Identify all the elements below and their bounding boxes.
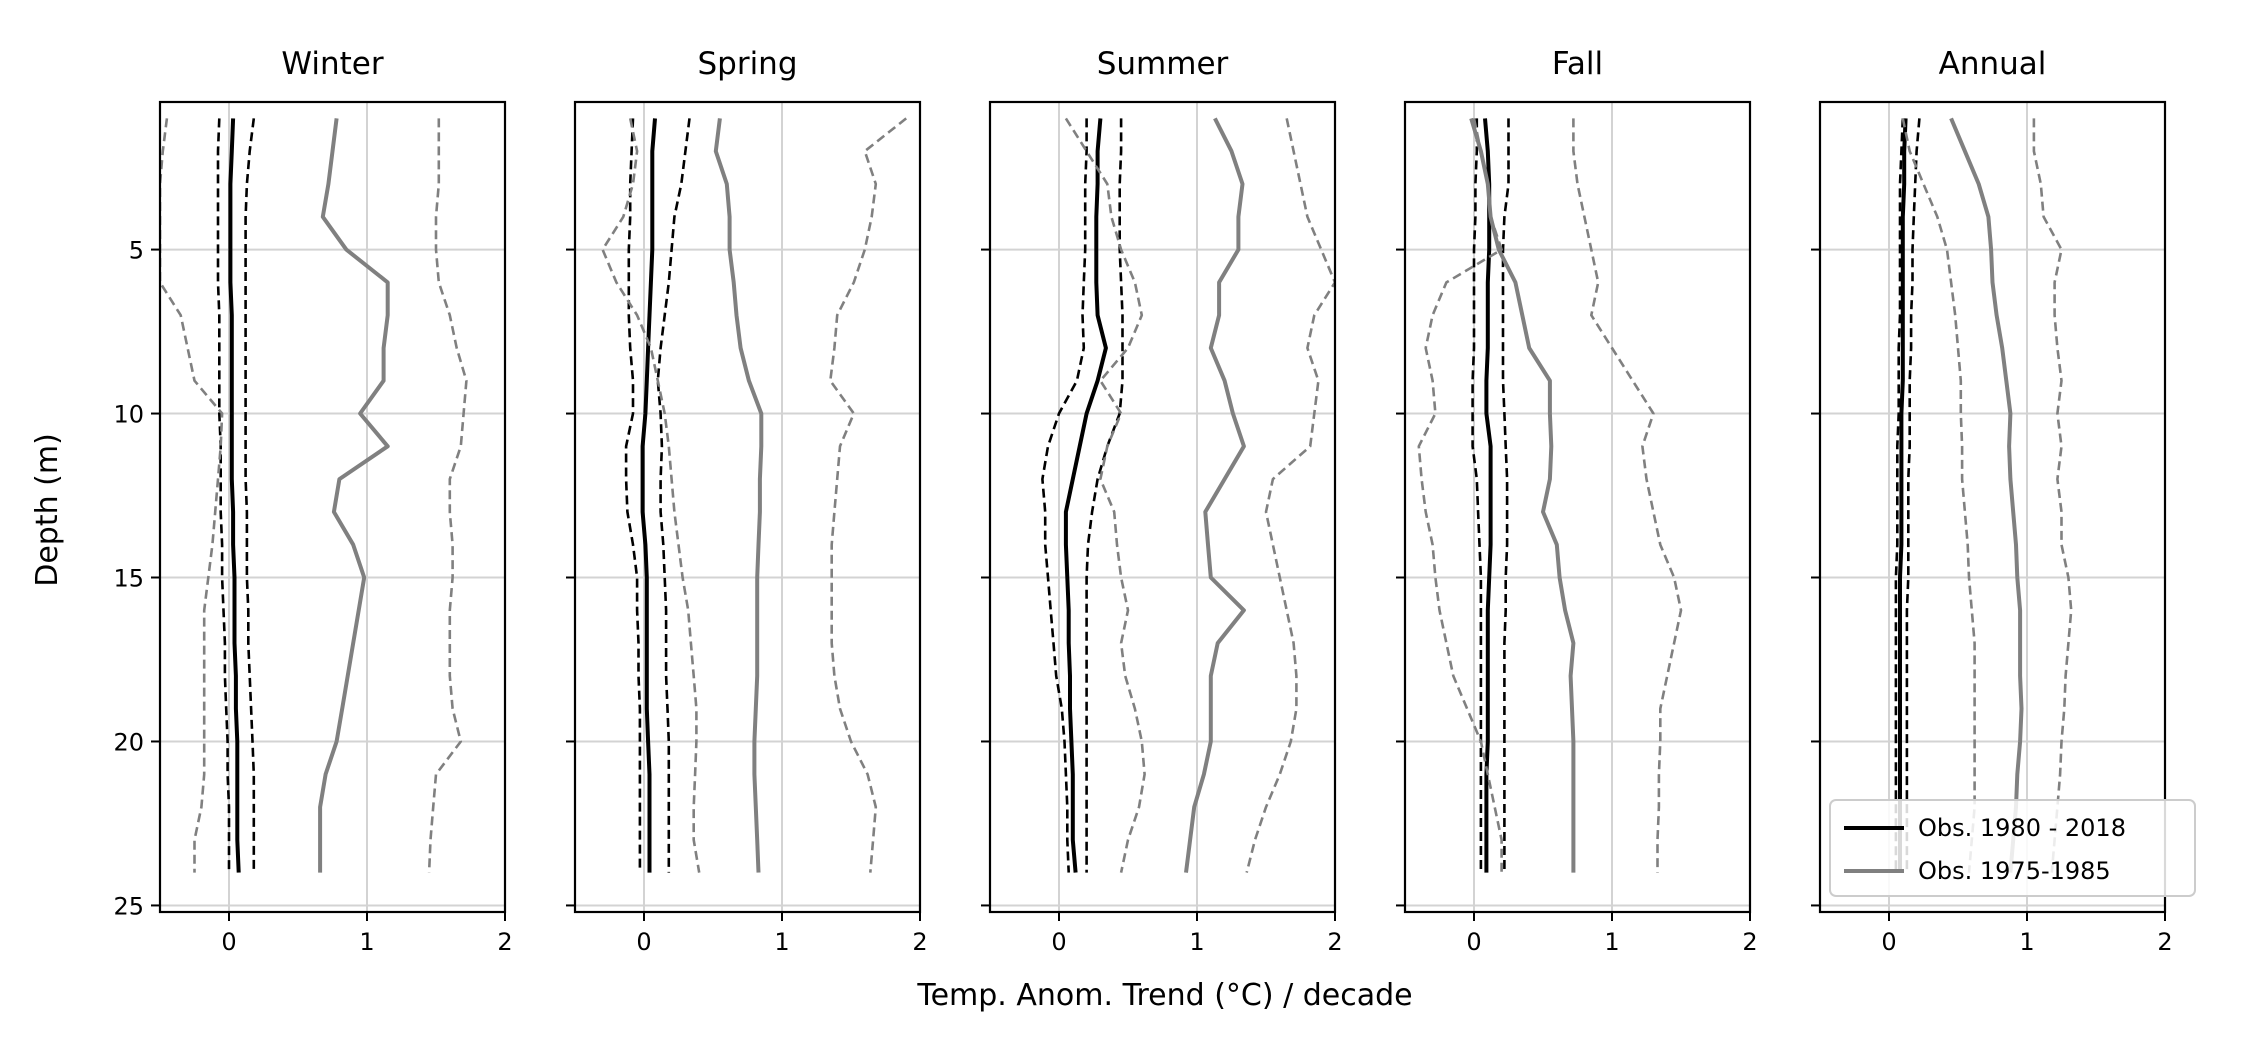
series-line-2 (1905, 118, 1921, 873)
series-line-0 (228, 118, 241, 873)
series-group (1041, 117, 1335, 873)
legend-label: Obs. 1975-1985 (1918, 857, 2111, 885)
series-line-1 (216, 118, 231, 873)
series-line-5 (1572, 118, 1683, 873)
y-axis-label: Depth (m) (30, 433, 65, 587)
series-line-1 (1041, 118, 1088, 873)
x-tick-label: 1 (2019, 928, 2034, 956)
x-tick-label: 2 (912, 928, 927, 956)
series-line-5 (828, 117, 908, 873)
series-line-3 (1184, 117, 1246, 873)
series-line-2 (656, 118, 691, 873)
series-line-3 (1469, 117, 1576, 873)
series-group (1417, 117, 1683, 873)
panel-annual: 0 1 2 Annual (1811, 46, 2173, 956)
series-group (160, 118, 468, 873)
series-group (1894, 117, 2073, 873)
y-tick-label: 15 (113, 565, 144, 593)
series-line-5 (427, 118, 468, 873)
series-line-4 (1064, 117, 1146, 873)
series-line-3 (318, 118, 390, 873)
y-tick-label: 10 (113, 401, 144, 429)
y-tick-label: 25 (113, 892, 144, 920)
panel-title: Summer (1097, 46, 1229, 82)
series-line-5 (2032, 118, 2073, 873)
panel-frame (158, 100, 507, 914)
legend-label: Obs. 1980 - 2018 (1918, 814, 2126, 842)
x-tick-label: 2 (1327, 928, 1342, 956)
series-line-4 (160, 118, 224, 873)
x-tick-label: 1 (1604, 928, 1619, 956)
series-line-1 (624, 118, 642, 873)
legend: Obs. 1980 - 2018 Obs. 1975-1985 (1829, 799, 2196, 897)
x-tick-label: 0 (1881, 928, 1896, 956)
x-axis-label: Temp. Anom. Trend (°C) / decade (916, 978, 1412, 1013)
series-line-0 (1898, 118, 1908, 873)
series-line-0 (1483, 118, 1493, 873)
y-tick-label: 20 (113, 728, 144, 756)
series-line-2 (1501, 118, 1510, 873)
series-line-4 (1417, 118, 1503, 873)
series-line-0 (640, 118, 657, 873)
x-tick-label: 1 (1189, 928, 1204, 956)
x-tick-label: 1 (774, 928, 789, 956)
x-tick-label: 1 (359, 928, 374, 956)
x-tick-label: 0 (221, 928, 236, 956)
panel-frame (573, 100, 922, 914)
x-tick-label: 0 (636, 928, 651, 956)
panel-fall: 0 1 2 Fall (1396, 46, 1758, 956)
x-tick-label: 0 (1051, 928, 1066, 956)
panel-title: Annual (1939, 46, 2047, 82)
series-group (601, 117, 908, 873)
series-line-2 (1085, 118, 1124, 873)
x-tick-label: 2 (2157, 928, 2172, 956)
x-tick-label: 2 (1742, 928, 1757, 956)
series-line-4 (601, 118, 701, 873)
x-tick-label: 2 (497, 928, 512, 956)
y-tick-label: 5 (129, 237, 144, 265)
series-line-3 (1949, 117, 2024, 873)
series-line-4 (1901, 118, 1976, 873)
panel-frame (1818, 100, 2167, 914)
series-line-3 (713, 118, 764, 873)
panel-title: Fall (1552, 46, 1603, 82)
series-line-5 (1245, 118, 1335, 873)
series-line-0 (1063, 118, 1108, 873)
legend-box (1829, 799, 2196, 897)
panel-summer: 0 1 2 Summer (981, 46, 1343, 956)
panel-title: Spring (697, 46, 797, 82)
series-line-2 (244, 118, 256, 873)
panel-spring: 0 1 2 Spring (566, 46, 928, 956)
panel-frame (1403, 100, 1752, 914)
panel-frame (988, 100, 1337, 914)
x-tick-label: 0 (1466, 928, 1481, 956)
panel-title: Winter (281, 46, 383, 82)
